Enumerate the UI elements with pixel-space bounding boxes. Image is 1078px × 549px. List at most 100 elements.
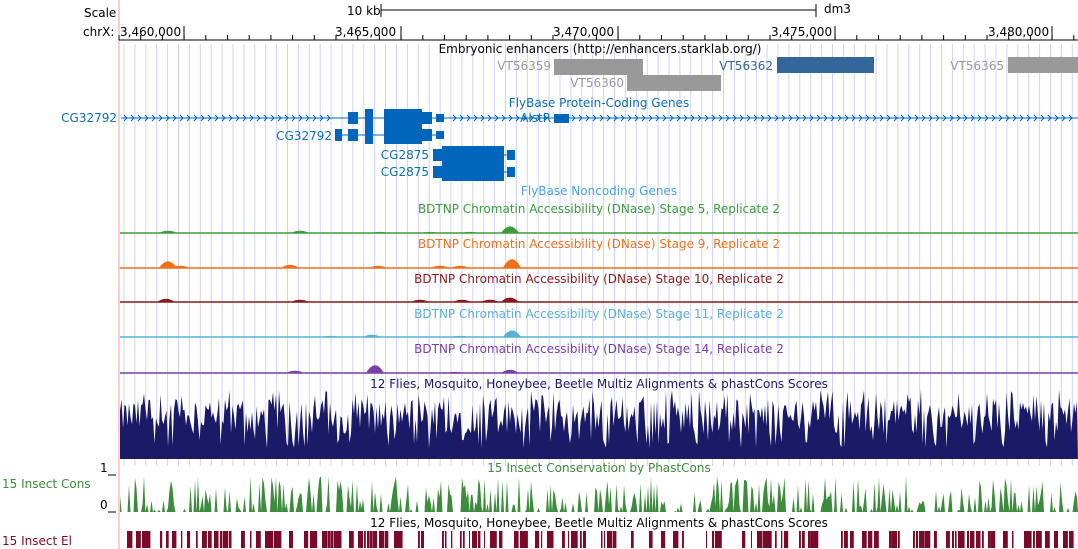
- exon-block[interactable]: [442, 163, 504, 181]
- insect-el-elements[interactable]: [127, 531, 1074, 548]
- enhancer-label-vt56360[interactable]: VT56360: [570, 76, 624, 90]
- enhancer-vt56362[interactable]: [777, 57, 874, 73]
- enhancers-track[interactable]: Embryonic enhancers (http://enhancers.st…: [439, 42, 1078, 91]
- chevron: [298, 114, 303, 122]
- exon-block[interactable]: [384, 109, 422, 127]
- insect-cons-side-label[interactable]: 15 Insect Cons: [2, 477, 91, 491]
- conserved-element: [127, 531, 131, 548]
- chevron: [1068, 114, 1073, 122]
- exon-block[interactable]: [507, 150, 515, 160]
- insect-el-side-label[interactable]: 15 Insect El: [2, 534, 72, 548]
- exon-block[interactable]: [436, 114, 444, 122]
- conserved-element: [928, 531, 931, 548]
- chevron: [711, 114, 716, 122]
- chevron: [718, 114, 723, 122]
- chevron: [1047, 114, 1052, 122]
- gene-label-cg2875[interactable]: CG2875: [381, 165, 429, 179]
- exon-block[interactable]: [365, 109, 373, 127]
- conserved-element: [520, 531, 524, 548]
- insect-cons-track[interactable]: 15 Insect Conservation by PhastCons 15 I…: [2, 461, 1078, 513]
- dnase-stage11-signal[interactable]: [120, 330, 1078, 338]
- conserved-element: [145, 531, 150, 548]
- strand-chevrons: [123, 114, 1073, 122]
- exon-block[interactable]: [422, 112, 432, 124]
- chevron: [697, 114, 702, 122]
- gene-label-cg32792[interactable]: CG32792: [276, 129, 332, 143]
- conserved-element: [712, 531, 715, 548]
- conserved-element: [874, 531, 879, 548]
- conserved-element: [955, 531, 957, 548]
- dnase-tracks[interactable]: BDTNP Chromatin Accessibility (DNase) St…: [120, 202, 1078, 374]
- exon-block[interactable]: [348, 112, 358, 124]
- exon-block[interactable]: [384, 126, 422, 144]
- exon-block[interactable]: [433, 166, 442, 178]
- enhancer-label-vt56362[interactable]: VT56362: [719, 59, 773, 73]
- conserved-element: [769, 531, 772, 548]
- enhancer-vt56365[interactable]: [1008, 57, 1078, 73]
- chevron: [1033, 114, 1038, 122]
- conserved-element: [757, 531, 761, 548]
- conserved-element: [229, 531, 232, 548]
- chevron: [263, 114, 268, 122]
- dnase-peak: [371, 231, 389, 233]
- gene-label-cg2875[interactable]: CG2875: [381, 148, 429, 162]
- dnase-stage10-signal[interactable]: [120, 297, 1078, 303]
- dnase-peak: [411, 299, 429, 302]
- chevron: [165, 114, 170, 122]
- chevron: [214, 114, 219, 122]
- conserved-element: [499, 531, 503, 548]
- dnase-stage14-signal[interactable]: [120, 365, 1078, 374]
- protein-coding-genes-track[interactable]: FlyBase Protein-Coding Genes CG32792: [61, 96, 1078, 181]
- insect-el-track[interactable]: 12 Flies, Mosquito, Honeybee, Beetle Mul…: [2, 516, 1074, 548]
- exon-block[interactable]: [554, 114, 569, 123]
- dnase-peak: [451, 335, 469, 337]
- conserved-element: [841, 531, 843, 548]
- exon-block[interactable]: [507, 167, 515, 177]
- side-label-cg32792[interactable]: CG32792: [61, 111, 117, 125]
- dnase-stage5-signal[interactable]: [120, 226, 1078, 234]
- dnase-peak: [431, 265, 449, 268]
- noncoding-track-title[interactable]: FlyBase Noncoding Genes: [521, 184, 677, 198]
- gene-label-alstr[interactable]: AlstR: [520, 111, 551, 125]
- conserved-element: [916, 531, 918, 548]
- enhancer-label-vt56359[interactable]: VT56359: [497, 59, 551, 73]
- conserved-element: [445, 531, 447, 548]
- conserved-element: [787, 531, 789, 548]
- multiz-conservation-wiggle[interactable]: [120, 389, 1078, 459]
- chevron: [599, 114, 604, 122]
- exon-block[interactable]: [442, 146, 504, 164]
- conserved-element: [811, 531, 816, 548]
- conserved-element: [202, 531, 207, 548]
- chevron: [137, 114, 142, 122]
- exon-block[interactable]: [422, 129, 432, 141]
- chevron: [277, 114, 282, 122]
- chevron: [249, 114, 254, 122]
- conserved-element: [1027, 531, 1032, 548]
- dnase-stage11-title: BDTNP Chromatin Accessibility (DNase) St…: [414, 307, 784, 321]
- enhancer-features[interactable]: [554, 57, 1078, 91]
- chevron: [578, 114, 583, 122]
- chevron: [473, 114, 478, 122]
- dnase-stage5-title: BDTNP Chromatin Accessibility (DNase) St…: [418, 202, 780, 216]
- enhancer-vt56359[interactable]: [554, 59, 643, 75]
- conserved-element: [922, 531, 925, 548]
- dnase-peak: [363, 334, 381, 337]
- enhancer-label-vt56365[interactable]: VT56365: [950, 59, 1004, 73]
- exon-block[interactable]: [433, 149, 442, 161]
- base-position-ruler[interactable]: Scale chrX: 10 kb dm3 3,460,000 3,465,00…: [83, 2, 1078, 41]
- gene-exon-blocks[interactable]: [335, 109, 569, 181]
- enhancer-vt56360[interactable]: [627, 75, 721, 91]
- dnase-stage9-signal[interactable]: [120, 259, 1078, 269]
- exon-block[interactable]: [436, 131, 444, 139]
- conserved-element: [673, 531, 677, 548]
- chevron: [172, 114, 177, 122]
- insect-cons-wiggle[interactable]: [120, 476, 1078, 512]
- insect-el-title: 12 Flies, Mosquito, Honeybee, Beetle Mul…: [370, 516, 828, 530]
- multiz-track[interactable]: 12 Flies, Mosquito, Honeybee, Beetle Mul…: [120, 377, 1078, 459]
- exon-block[interactable]: [335, 129, 342, 141]
- exon-block[interactable]: [348, 129, 358, 141]
- chevron: [305, 114, 310, 122]
- exon-block[interactable]: [365, 126, 373, 144]
